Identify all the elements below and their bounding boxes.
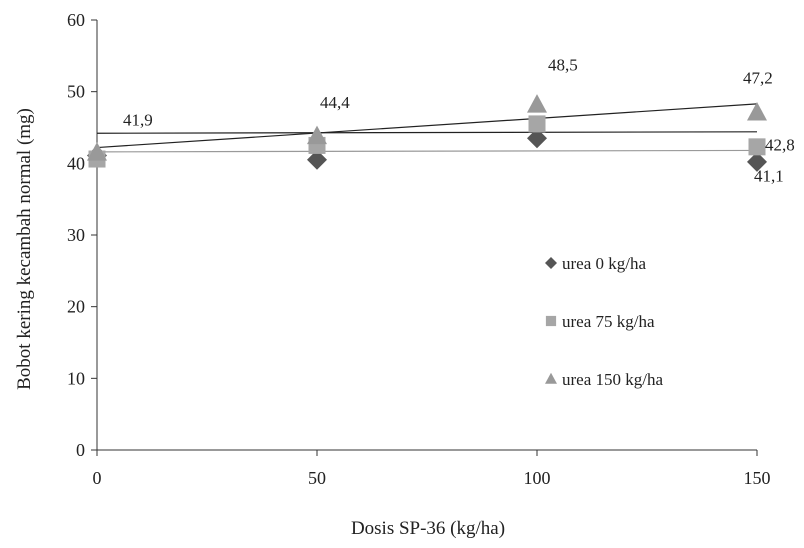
data-label: 42,8 [765, 135, 795, 154]
data-point [527, 128, 547, 149]
trend-line [96, 131, 758, 134]
legend-label: urea 150 kg/ha [562, 370, 663, 389]
data-point [307, 125, 327, 145]
axes: 0 10 20 30 40 50 60 0 50 100 150 [67, 10, 771, 488]
trend-line [96, 149, 758, 153]
data-point [87, 142, 107, 161]
data-point [528, 115, 546, 133]
x-axis-label: Dosis SP-36 (kg/ha) [351, 518, 505, 539]
legend-marker [545, 372, 557, 384]
trend-line [96, 103, 758, 149]
data-point [747, 101, 767, 121]
y-tick-label: 40 [67, 153, 85, 173]
x-tick-label: 0 [93, 468, 102, 488]
trend-lines [96, 103, 758, 153]
legend-marker [545, 257, 557, 269]
data-point [748, 138, 766, 156]
x-tick-label: 100 [524, 468, 551, 488]
data-point [747, 151, 767, 172]
y-axis-label: Bobot kering kecambah normal (mg) [14, 108, 35, 390]
annotations: 41,9 44,4 48,5 47,2 42,8 41,1 [123, 55, 795, 185]
data-label: 48,5 [548, 55, 578, 74]
y-tick-label: 50 [67, 82, 85, 102]
y-tick-label: 60 [67, 10, 85, 30]
data-points [87, 94, 767, 172]
y-tick-label: 10 [67, 368, 85, 388]
y-tick-label: 0 [76, 440, 85, 460]
y-tick-label: 20 [67, 297, 85, 317]
data-label: 44,4 [320, 93, 350, 112]
data-point [527, 94, 547, 113]
legend-label: urea 0 kg/ha [562, 254, 646, 273]
data-label: 47,2 [743, 69, 773, 88]
legend-marker [545, 315, 557, 327]
legend: urea 0 kg/ha urea 75 kg/ha urea 150 kg/ha [545, 254, 663, 389]
data-label: 41,9 [123, 111, 153, 130]
x-tick-label: 50 [308, 468, 326, 488]
data-label: 41,1 [754, 166, 784, 185]
y-tick-label: 30 [67, 225, 85, 245]
x-tick-label: 150 [744, 468, 771, 488]
legend-label: urea 75 kg/ha [562, 312, 655, 331]
data-point [307, 149, 327, 170]
